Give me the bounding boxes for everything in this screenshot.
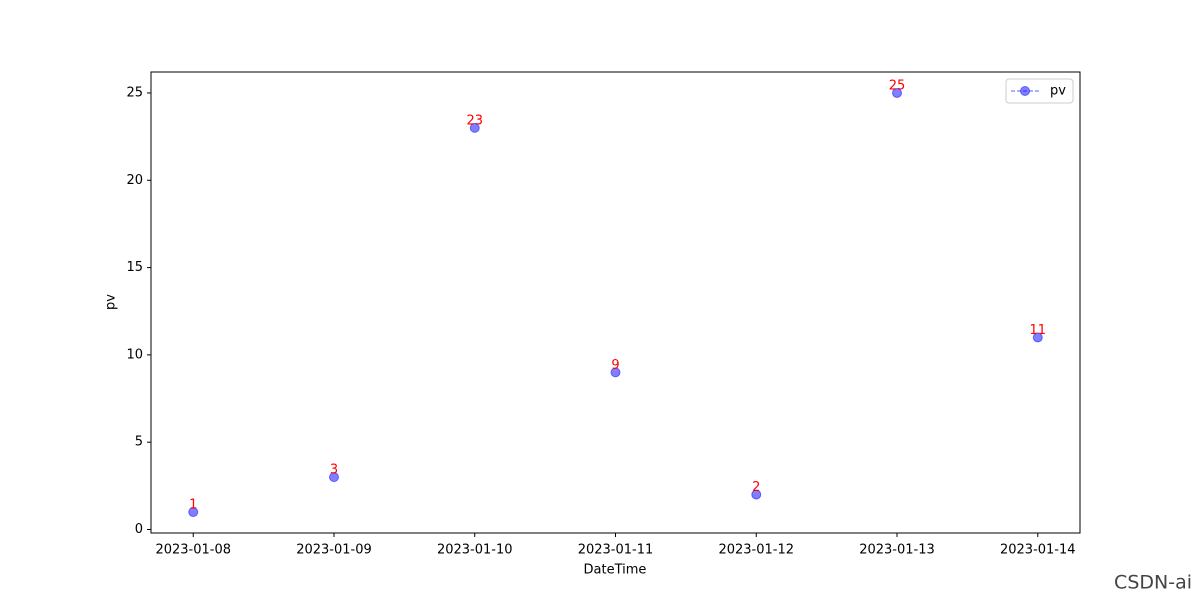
data-label: 11 — [1029, 323, 1046, 338]
y-tick-label: 0 — [135, 522, 143, 537]
x-tick-label: 2023-01-14 — [1000, 543, 1076, 558]
data-point — [1032, 332, 1043, 343]
data-label: 25 — [889, 78, 906, 93]
x-tick-label: 2023-01-09 — [296, 543, 372, 558]
x-axis-label: DateTime — [584, 563, 647, 578]
data-label: 1 — [189, 498, 197, 513]
x-tick-label: 2023-01-10 — [437, 543, 513, 558]
y-tick-label: 25 — [126, 85, 143, 100]
legend-marker — [1020, 86, 1030, 96]
data-point — [328, 472, 339, 483]
data-point — [751, 489, 762, 500]
x-tick-label: 2023-01-11 — [578, 543, 654, 558]
legend-box — [1005, 78, 1074, 104]
data-point — [188, 507, 199, 518]
y-tick-label: 20 — [126, 173, 143, 188]
data-point — [892, 87, 903, 98]
data-label: 3 — [330, 463, 338, 478]
watermark: CSDN-ai — [1114, 572, 1192, 594]
x-tick-label: 2023-01-13 — [859, 543, 935, 558]
data-label: 9 — [611, 358, 619, 373]
y-tick-label: 15 — [126, 260, 143, 275]
data-point — [469, 122, 480, 133]
y-axis-label: pv — [104, 294, 119, 310]
x-tick-label: 2023-01-08 — [155, 543, 231, 558]
x-tick-label: 2023-01-12 — [718, 543, 794, 558]
data-point — [610, 367, 621, 378]
legend-label: pv — [1050, 84, 1066, 99]
data-label: 23 — [466, 113, 483, 128]
y-tick-label: 5 — [135, 435, 143, 450]
y-tick-label: 10 — [126, 347, 143, 362]
data-label: 2 — [752, 480, 760, 495]
